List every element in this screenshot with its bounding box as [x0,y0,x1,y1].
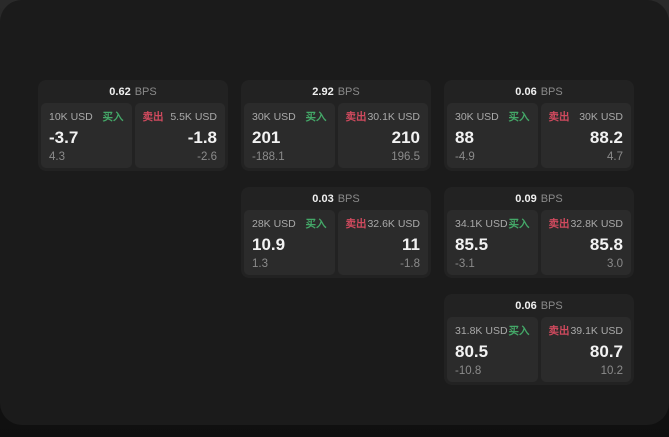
buy-tile[interactable]: 31.8K USD 买入 80.5 -10.8 [447,317,538,382]
buy-delta: 4.3 [49,151,65,163]
sell-delta: 3.0 [607,258,623,270]
sell-price: 80.7 [589,341,623,361]
buy-notional: 30K USD [455,110,499,123]
bps-value: 0.09 [515,192,537,205]
bps-value: 0.03 [312,192,334,205]
sell-delta: 196.5 [391,151,420,163]
card-body: 31.8K USD 买入 80.5 -10.8 卖出 39.1K USD 80.… [444,317,634,385]
sell-button[interactable]: 卖出 [142,111,164,123]
buy-button[interactable]: 买入 [508,111,530,123]
card-body: 34.1K USD 买入 85.5 -3.1 卖出 32.8K USD 85.8… [444,210,634,278]
buy-price: 80.5 [455,341,489,361]
sell-notional: 32.6K USD [367,217,420,230]
sell-tile[interactable]: 卖出 32.6K USD 11 -1.8 [337,210,428,275]
buy-button[interactable]: 买入 [305,111,327,123]
card-body: 30K USD 买入 201 -188.1 卖出 30.1K USD 210 1… [241,103,431,171]
buy-button[interactable]: 买入 [305,218,327,230]
sell-notional: 30.1K USD [367,110,420,123]
card-header: 0.06 BPS [444,80,634,103]
quote-card: 0.62 BPS 10K USD 买入 -3.7 4.3 卖出 [38,80,228,171]
buy-button[interactable]: 买入 [508,325,530,337]
sell-delta: -2.6 [197,151,217,163]
bps-unit-label: BPS [540,299,563,312]
card-header: 0.03 BPS [241,187,431,210]
bps-unit-label: BPS [337,85,360,98]
buy-price: 88 [455,127,474,147]
sell-delta: 10.2 [600,365,623,377]
sell-price: 210 [391,127,420,147]
buy-button[interactable]: 买入 [102,111,124,123]
sell-tile[interactable]: 卖出 30.1K USD 210 196.5 [337,103,428,168]
bps-unit-label: BPS [540,192,563,205]
buy-delta: -188.1 [252,151,285,163]
sell-delta: -1.8 [400,258,420,270]
quote-card: 0.06 BPS 30K USD 买入 88 -4.9 卖出 [444,80,634,171]
quote-card: 0.06 BPS 31.8K USD 买入 80.5 -10.8 卖 [444,294,634,385]
sell-notional: 5.5K USD [170,110,217,123]
sell-price: 11 [402,234,420,254]
sell-price: 85.8 [589,234,623,254]
main-panel: 0.62 BPS 10K USD 买入 -3.7 4.3 卖出 [0,0,669,425]
buy-delta: 1.3 [252,258,268,270]
bps-value: 0.62 [109,85,131,98]
quote-card: 0.03 BPS 28K USD 买入 10.9 1.3 卖出 [241,187,431,278]
sell-price: -1.8 [187,127,217,147]
buy-tile[interactable]: 34.1K USD 买入 85.5 -3.1 [447,210,538,275]
sell-notional: 30K USD [579,110,623,123]
card-header: 0.62 BPS [38,80,228,103]
buy-notional: 10K USD [49,110,93,123]
quote-card: 2.92 BPS 30K USD 买入 201 -188.1 卖出 [241,80,431,171]
card-header: 0.09 BPS [444,187,634,210]
quote-grid: 0.62 BPS 10K USD 买入 -3.7 4.3 卖出 [38,80,634,385]
sell-button[interactable]: 卖出 [548,111,570,123]
sell-tile[interactable]: 卖出 39.1K USD 80.7 10.2 [540,317,631,382]
buy-price: 10.9 [252,234,286,254]
sell-button[interactable]: 卖出 [548,218,570,230]
buy-notional: 30K USD [252,110,296,123]
buy-delta: -3.1 [455,258,475,270]
quote-card: 0.09 BPS 34.1K USD 买入 85.5 -3.1 卖出 [444,187,634,278]
card-body: 28K USD 买入 10.9 1.3 卖出 32.6K USD 11 -1.8 [241,210,431,278]
sell-price: 88.2 [589,127,623,147]
buy-price: -3.7 [49,127,79,147]
buy-delta: -10.8 [455,365,482,377]
card-body: 10K USD 买入 -3.7 4.3 卖出 5.5K USD -1.8 -2.… [38,103,228,171]
bps-unit-label: BPS [134,85,157,98]
buy-tile[interactable]: 28K USD 买入 10.9 1.3 [244,210,335,275]
sell-button[interactable]: 卖出 [548,325,570,337]
bps-unit-label: BPS [540,85,563,98]
buy-button[interactable]: 买入 [508,218,530,230]
bps-value: 0.06 [515,85,537,98]
bps-value: 0.06 [515,299,537,312]
sell-notional: 39.1K USD [570,324,623,337]
bps-unit-label: BPS [337,192,360,205]
buy-price: 201 [252,127,281,147]
sell-tile[interactable]: 卖出 32.8K USD 85.8 3.0 [540,210,631,275]
buy-tile[interactable]: 30K USD 买入 88 -4.9 [447,103,538,168]
card-header: 2.92 BPS [241,80,431,103]
buy-tile[interactable]: 30K USD 买入 201 -188.1 [244,103,335,168]
bps-value: 2.92 [312,85,334,98]
card-header: 0.06 BPS [444,294,634,317]
buy-delta: -4.9 [455,151,475,163]
buy-tile[interactable]: 10K USD 买入 -3.7 4.3 [41,103,132,168]
buy-notional: 28K USD [252,217,296,230]
buy-notional: 34.1K USD [455,217,508,230]
sell-tile[interactable]: 卖出 30K USD 88.2 4.7 [540,103,631,168]
sell-button[interactable]: 卖出 [345,111,367,123]
buy-price: 85.5 [455,234,489,254]
sell-tile[interactable]: 卖出 5.5K USD -1.8 -2.6 [134,103,225,168]
sell-notional: 32.8K USD [570,217,623,230]
sell-button[interactable]: 卖出 [345,218,367,230]
sell-delta: 4.7 [607,151,623,163]
card-body: 30K USD 买入 88 -4.9 卖出 30K USD 88.2 4.7 [444,103,634,171]
buy-notional: 31.8K USD [455,324,508,337]
